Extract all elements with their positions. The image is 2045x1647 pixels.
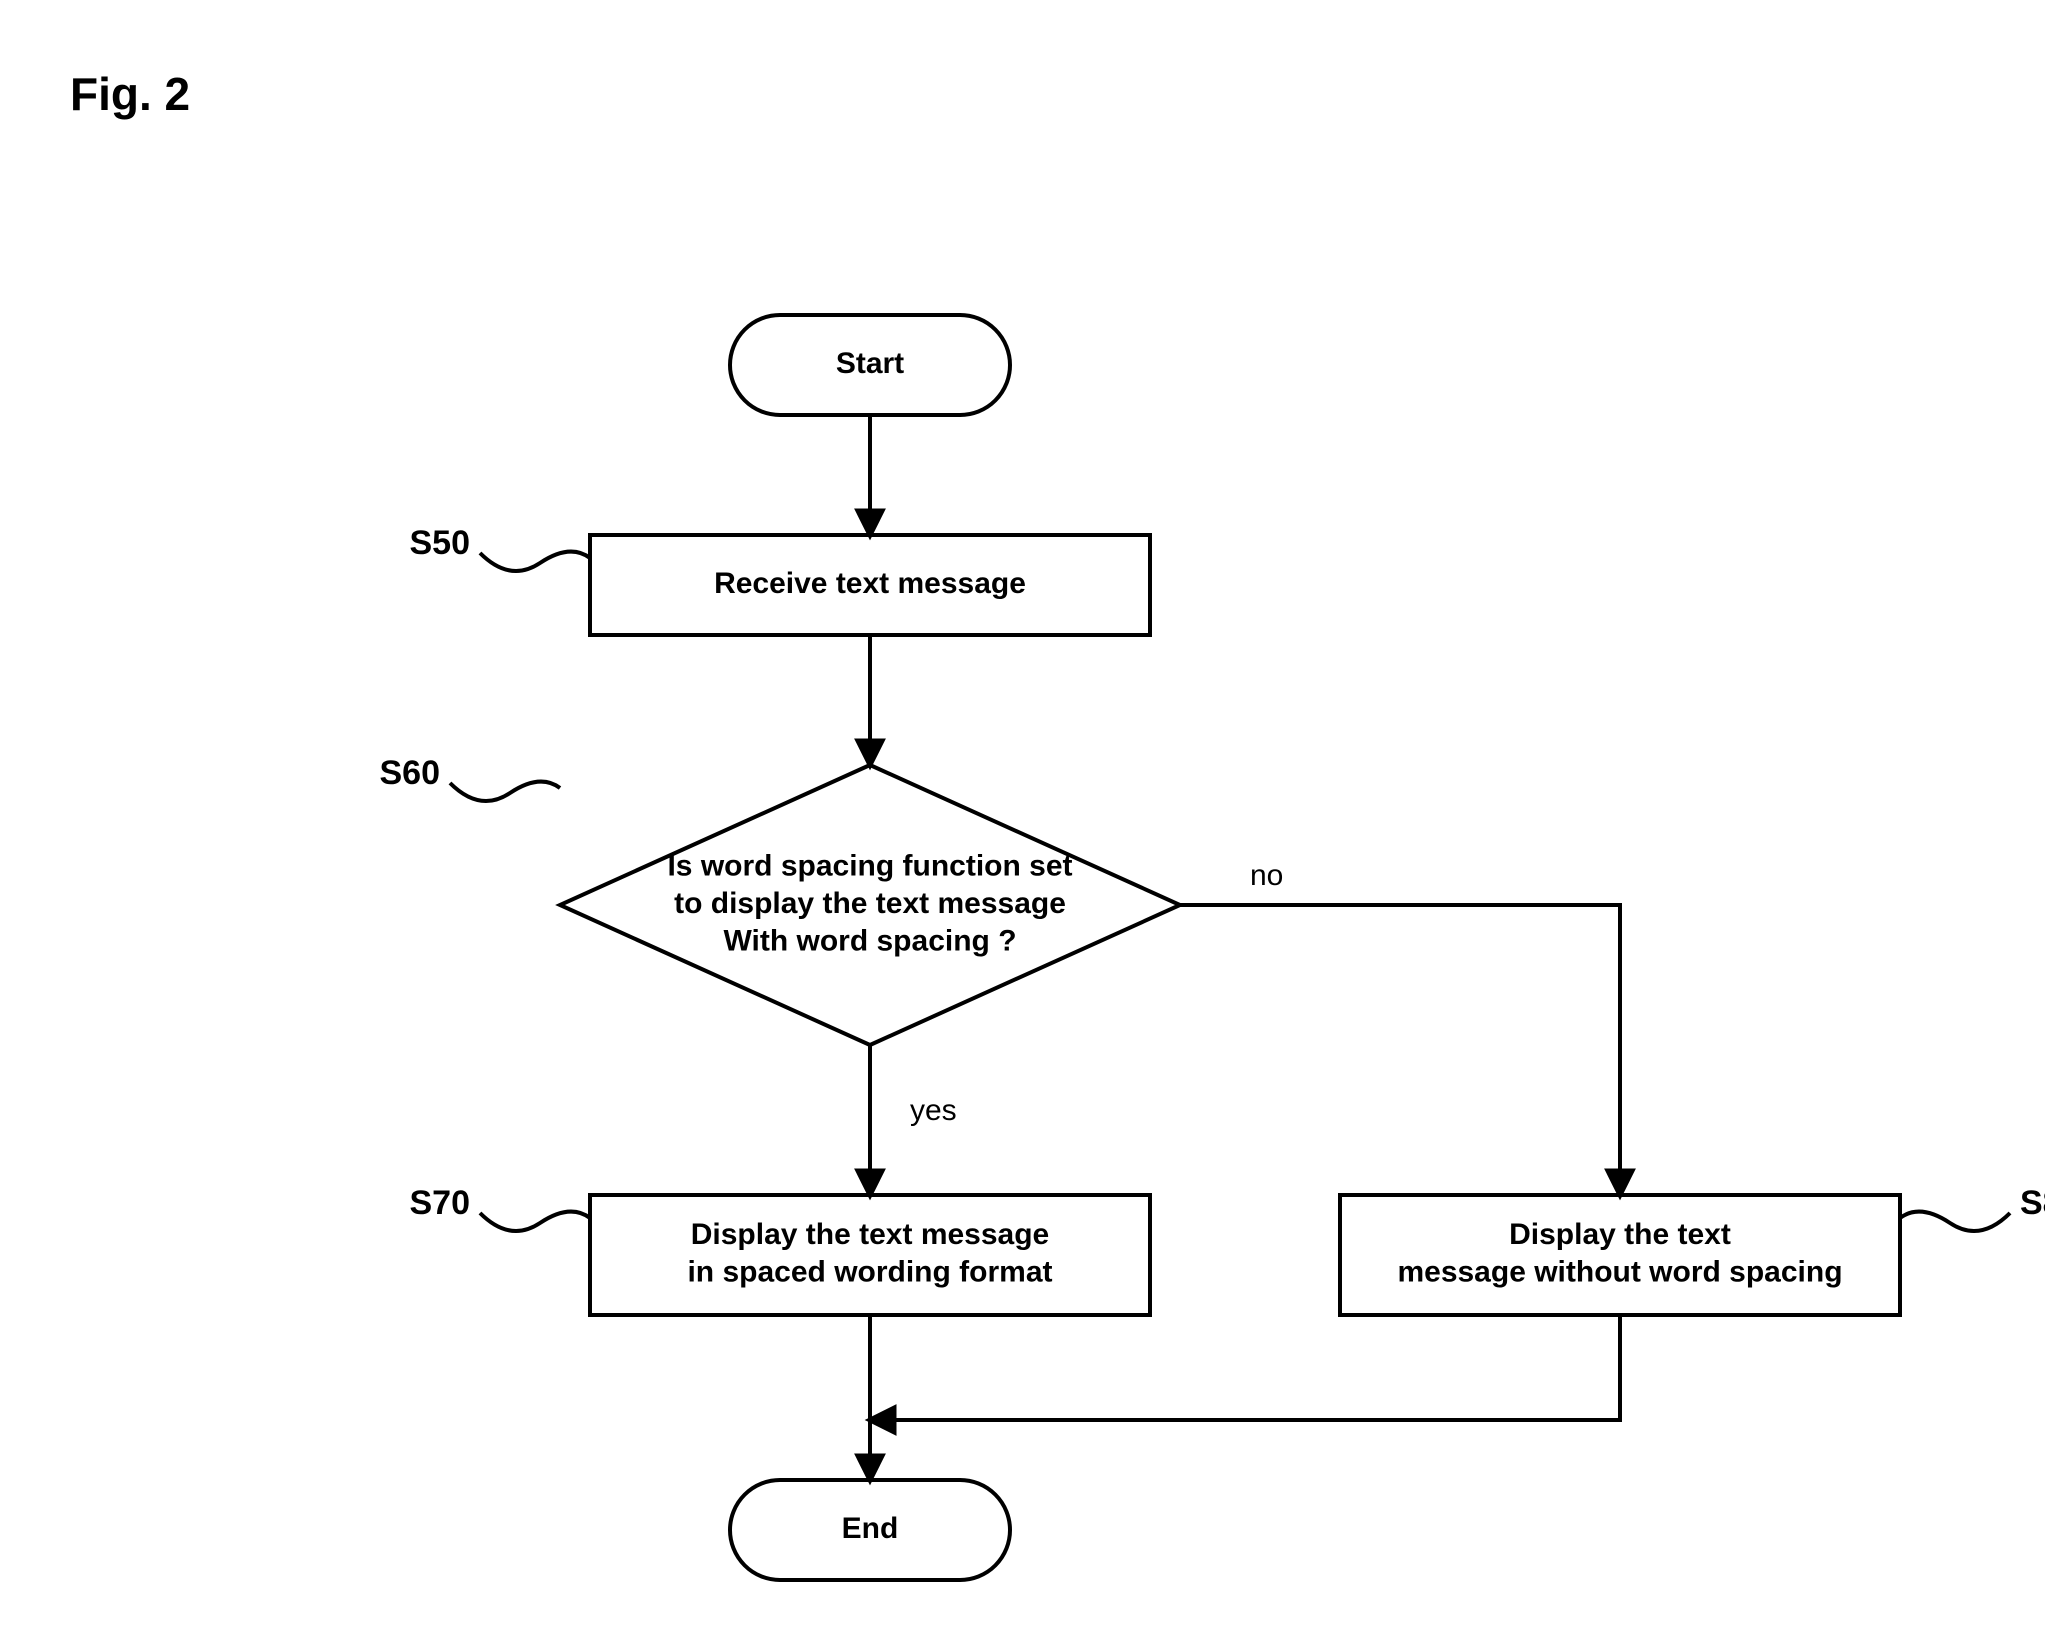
step-label-s80: S80 <box>2020 1184 2045 1222</box>
node-s80-line-0: Display the text <box>1509 1218 1731 1251</box>
node-s80-line-1: message without word spacing <box>1397 1256 1842 1289</box>
node-start-line-0: Start <box>836 347 904 380</box>
step-label-s70: S70 <box>410 1184 471 1222</box>
edge-2-label: yes <box>910 1094 957 1127</box>
node-s60-line-2: With word spacing ? <box>723 924 1016 957</box>
edge-3-label: no <box>1250 859 1283 892</box>
node-s60-line-1: to display the text message <box>674 887 1066 920</box>
step-label-s50: S50 <box>410 524 471 562</box>
edge-3: no <box>1180 859 1620 1195</box>
edge-5 <box>870 1315 1620 1420</box>
node-s70: Display the text message in spaced wordin… <box>410 1184 1151 1315</box>
node-s60-line-0: Is word spacing function set <box>667 849 1072 882</box>
edge-2: yes <box>870 1045 957 1195</box>
figure-title: Fig. 2 <box>70 68 190 120</box>
node-s60: Is word spacing function set to display t… <box>380 754 1181 1045</box>
node-end-line-0: End <box>842 1512 899 1545</box>
node-s70-line-0: Display the text message <box>691 1218 1050 1251</box>
node-s50-line-0: Receive text message <box>714 567 1026 600</box>
node-s70-line-1: in spaced wording format <box>687 1256 1052 1289</box>
node-start: Start <box>730 315 1010 415</box>
node-end: End <box>730 1480 1010 1580</box>
node-s80: Display the text message without word spa… <box>1340 1184 2045 1315</box>
node-s50: Receive text message S50 <box>410 524 1151 635</box>
step-label-s60: S60 <box>380 754 441 792</box>
